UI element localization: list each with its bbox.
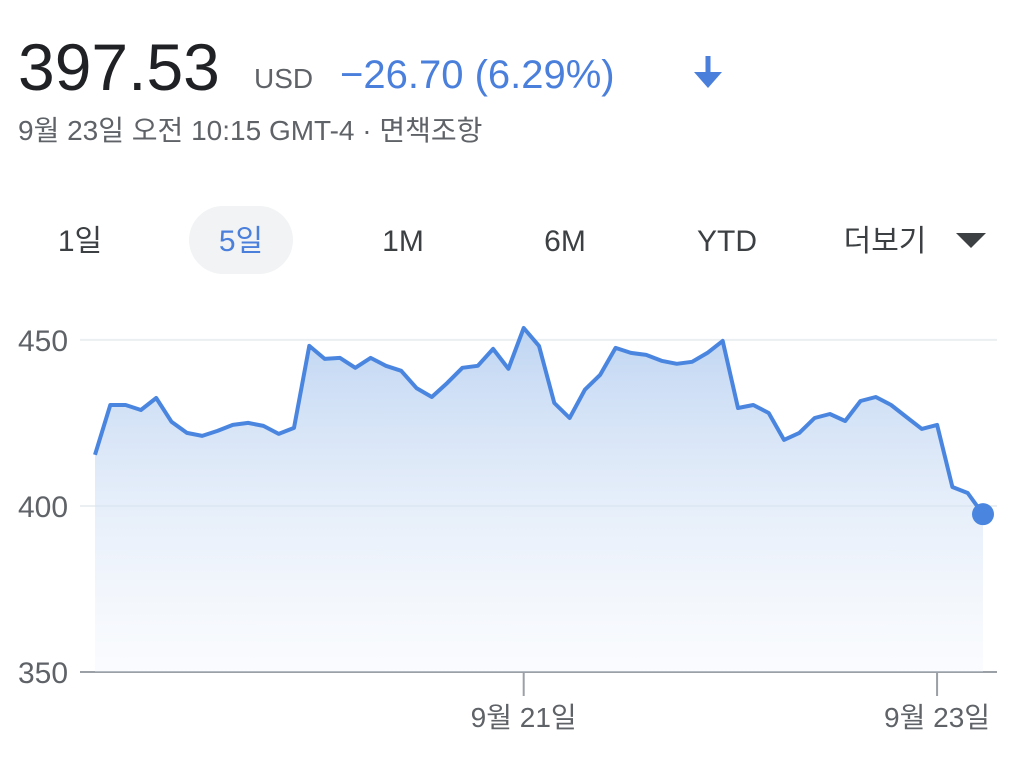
range-tab[interactable]: 1일 [58,225,102,258]
price: 397.53 [18,30,220,104]
y-tick-label: 400 [18,491,68,524]
selected-tab-pill [189,206,293,274]
range-tabs: 1일 5일 1M 6M YTD 더보기 [58,206,927,274]
x-tick-label: 9월 23일 [884,702,990,733]
chart: 350 400 450 9월 21일 9월 23일 [18,325,997,733]
last-price-dot [972,503,994,526]
price-change: −26.70 (6.29%) [340,53,615,97]
range-tab[interactable]: 1M [382,225,424,258]
timestamp-disclaimer: 9월 23일 오전 10:15 GMT-4 · 면책조항 [18,115,482,146]
currency: USD [254,63,313,94]
range-tab[interactable]: 5일 [219,225,263,258]
dropdown-icon[interactable] [956,233,986,248]
range-tab[interactable]: 6M [544,225,586,258]
area-fill [95,328,983,672]
y-tick-label: 350 [18,657,68,690]
x-tick-label: 9월 21일 [471,702,577,733]
range-tab[interactable]: YTD [697,225,757,258]
down-arrow-icon [694,56,722,88]
range-tab[interactable]: 더보기 [844,225,927,258]
y-tick-label: 450 [18,325,68,358]
price-line [93,326,985,516]
